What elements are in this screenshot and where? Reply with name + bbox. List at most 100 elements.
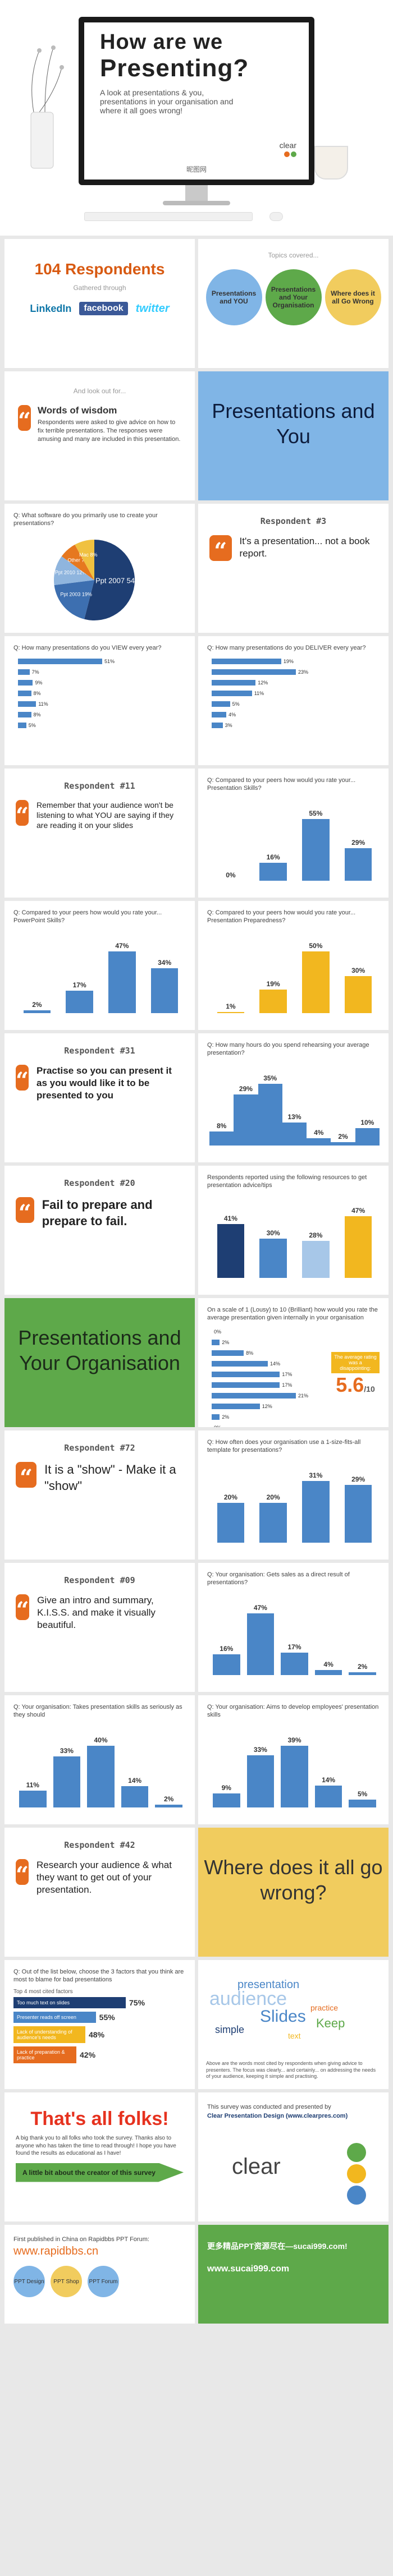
hbar-5 bbox=[212, 1382, 280, 1388]
resp3-panel: Respondent #3 “ It's a presentation... n… bbox=[198, 504, 389, 633]
q6-question: Q: Compared to your peers how would you … bbox=[207, 909, 356, 924]
svg-text:text: text bbox=[288, 2031, 301, 2040]
bar-value-1: 47% bbox=[253, 1604, 267, 1612]
bar-column-0: 9% bbox=[213, 1729, 240, 1807]
ppt-forum-circle[interactable]: PPT Forum bbox=[88, 2266, 119, 2297]
hbar-row-5: 4% bbox=[212, 711, 380, 719]
q3-panel: Q: How many presentations do you DELIVER… bbox=[198, 636, 389, 765]
q1-pie-chart: Ppt 2007 54% Ppt 2003 19% Ppt 2010 12% Othe… bbox=[54, 540, 141, 620]
bar-value-0: 2% bbox=[32, 1001, 42, 1009]
average-label: The average rating was a disappointing: bbox=[331, 1352, 380, 1373]
q1-question: Q: What software do you primarily use to… bbox=[13, 512, 158, 527]
creator-name: Clear Presentation Design (www.clearpres… bbox=[207, 2113, 348, 2119]
bar-value-2: 28% bbox=[309, 1231, 323, 1240]
hbar-value-8: 2% bbox=[222, 1414, 230, 1420]
wisdom-heading: Words of wisdom bbox=[38, 405, 117, 416]
hbar-value-3: 8% bbox=[33, 691, 41, 697]
hbar-3 bbox=[212, 1360, 268, 1367]
factor-row-1: Presenter reads off screen 55% bbox=[13, 2011, 186, 2023]
watermark-text: 昵图网 bbox=[186, 165, 207, 173]
hbar-row-1: 2% bbox=[212, 1338, 313, 1346]
bar-value-0: 9% bbox=[221, 1783, 231, 1792]
hbar-row-3: 11% bbox=[212, 689, 380, 697]
pie-slice-0 bbox=[84, 540, 135, 620]
hbar-value-6: 3% bbox=[225, 723, 232, 729]
q9-panel: On a scale of 1 (Lousy) to 10 (Brilliant… bbox=[198, 1298, 389, 1427]
bar-2 bbox=[87, 1746, 115, 1807]
keyboard-icon bbox=[84, 212, 253, 221]
bar-column-0: 16% bbox=[213, 1597, 240, 1675]
ppt-design-circle[interactable]: PPT Design bbox=[13, 2266, 45, 2297]
bar-column-1: 20% bbox=[259, 1464, 287, 1543]
q10-panel: Q: How often does your organisation use … bbox=[198, 1430, 389, 1560]
hbar-value-0: 0% bbox=[214, 1328, 222, 1335]
svg-text:simple: simple bbox=[215, 2024, 244, 2035]
hbar-value-3: 11% bbox=[254, 691, 264, 697]
q9-bar-chart: 0%2%8%14%17%17%21%12%2%0% bbox=[212, 1328, 313, 1427]
q6-panel: Q: Compared to your peers how would you … bbox=[198, 901, 389, 1030]
bar-column-3: 47% bbox=[344, 1199, 372, 1278]
bar-1 bbox=[259, 863, 287, 881]
respondent-quote: Remember that your audience won't be lis… bbox=[36, 801, 174, 830]
bar-column-6: 10% bbox=[355, 1067, 380, 1146]
hbar-4 bbox=[212, 701, 230, 707]
promo-line1: 更多精品PPT资源尽在—sucai999.com! bbox=[207, 2242, 348, 2251]
q12-bar-chart: 11% 33% 40% 14% 2% bbox=[16, 1729, 186, 1807]
logo-circles bbox=[347, 2143, 366, 2205]
q14-subtitle: Top 4 most cited factors bbox=[13, 1988, 73, 1995]
factor-list: Too much text on slides 75% Presenter read… bbox=[13, 1997, 186, 2063]
svg-text:audience: audience bbox=[209, 1988, 287, 2009]
clear-logo: clear bbox=[232, 2154, 281, 2179]
bar-column-2: 17% bbox=[281, 1597, 308, 1675]
bar-value-2: 50% bbox=[309, 942, 323, 950]
bar-value-1: 30% bbox=[266, 1229, 280, 1237]
hbar-value-6: 21% bbox=[298, 1392, 309, 1399]
hero-title-line2: Presenting? bbox=[100, 54, 249, 82]
respondent-name: Respondent #11 bbox=[64, 781, 135, 791]
bar-column-3: 13% bbox=[282, 1067, 307, 1146]
promo-panel: 更多精品PPT资源尽在—sucai999.com! www.sucai999.c… bbox=[198, 2225, 389, 2324]
bar-value-3: 29% bbox=[351, 839, 365, 847]
bar-column-2: 31% bbox=[302, 1464, 330, 1543]
hbar-5 bbox=[212, 712, 227, 718]
resp31-panel: Respondent #31 “ Practise so you can pre… bbox=[4, 1033, 195, 1162]
pie-label-0: Ppt 2007 54% bbox=[95, 576, 141, 585]
q1-panel: Q: What software do you primarily use to… bbox=[4, 504, 195, 633]
q7-panel: Q: How many hours do you spend rehearsin… bbox=[198, 1033, 389, 1162]
rapidbbs-link[interactable]: www.rapidbbs.cn bbox=[13, 2245, 99, 2257]
pie-slice-4 bbox=[75, 540, 94, 580]
bar-column-4: 5% bbox=[349, 1729, 376, 1807]
bar-value-5: 2% bbox=[338, 1132, 348, 1140]
section-you-panel: Presentations and You bbox=[198, 371, 389, 500]
q14-panel: Q: Out of the list below, choose the 3 f… bbox=[4, 1960, 195, 2089]
bar-3 bbox=[150, 968, 179, 1013]
pie-slice-3 bbox=[61, 544, 94, 580]
promo-line2[interactable]: www.sucai999.com bbox=[207, 2264, 290, 2274]
resp42-panel: Respondent #42 “ Research your audience … bbox=[4, 1828, 195, 1957]
hbar-value-0: 19% bbox=[283, 659, 294, 665]
respondent-quote: Give an intro and summary, K.I.S.S. and … bbox=[37, 1595, 156, 1631]
hbar-value-2: 9% bbox=[35, 680, 43, 686]
ppt-shop-circle[interactable]: PPT Shop bbox=[51, 2266, 82, 2297]
bar-2 bbox=[281, 1746, 308, 1807]
hbar-row-6: 3% bbox=[212, 721, 380, 729]
bar-column-1: 29% bbox=[234, 1067, 258, 1146]
bar-4 bbox=[155, 1804, 182, 1807]
bar-column-0: 2% bbox=[23, 935, 51, 1013]
bar-value-0: 8% bbox=[216, 1121, 227, 1130]
hbar-value-5: 17% bbox=[282, 1382, 293, 1388]
hbar-value-2: 8% bbox=[246, 1350, 254, 1356]
hbar-3 bbox=[18, 691, 31, 697]
respondent-name: Respondent #42 bbox=[64, 1840, 135, 1850]
bar-value-2: 55% bbox=[309, 809, 323, 817]
hbar-row-2: 8% bbox=[212, 1349, 313, 1357]
bar-2 bbox=[302, 1481, 330, 1543]
average-rating: 5.6 bbox=[336, 1373, 364, 1396]
hbar-value-5: 8% bbox=[33, 712, 41, 718]
bar-column-2: 28% bbox=[302, 1199, 330, 1278]
bar-column-3: 29% bbox=[344, 1464, 372, 1543]
hbar-value-3: 14% bbox=[270, 1360, 281, 1367]
average-denominator: /10 bbox=[364, 1384, 375, 1393]
bar-3 bbox=[121, 1786, 149, 1807]
hbar-row-4: 17% bbox=[212, 1370, 313, 1378]
